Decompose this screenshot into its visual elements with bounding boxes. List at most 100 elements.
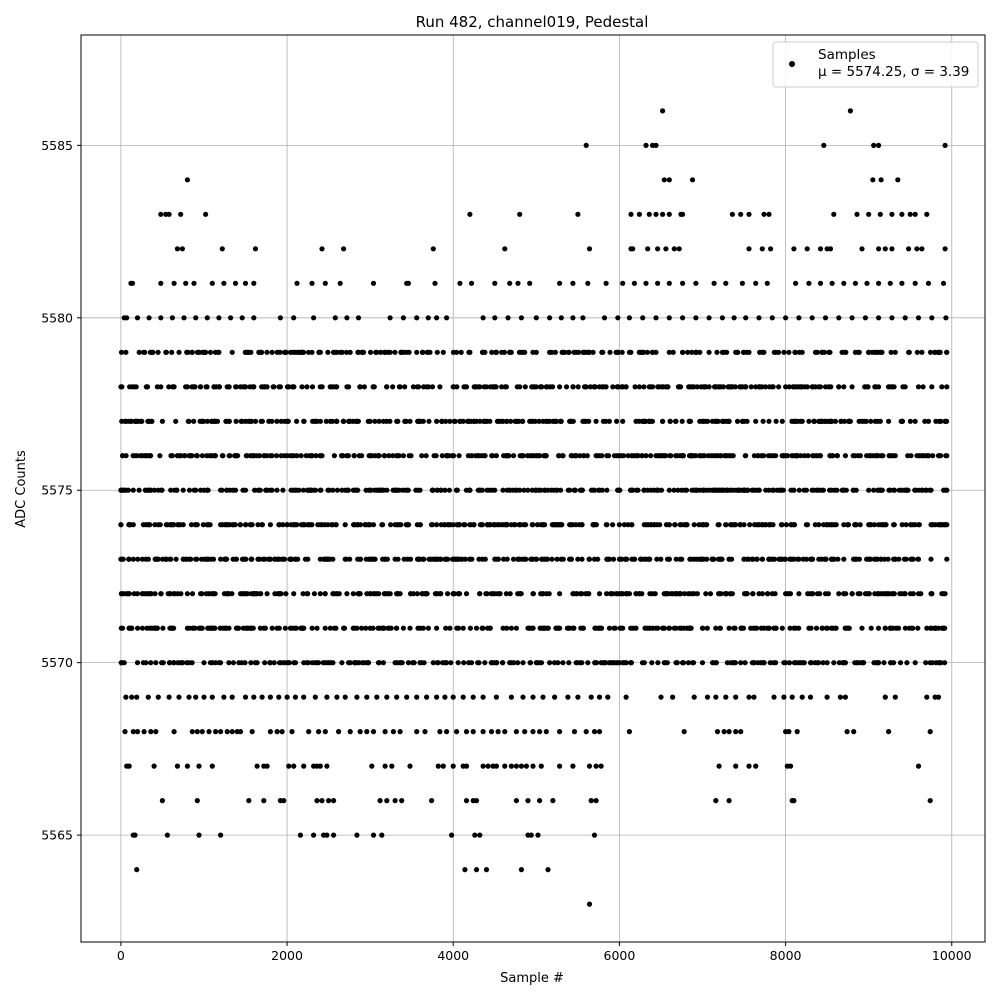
data-point (500, 487, 506, 493)
data-point (447, 625, 453, 631)
data-point (364, 591, 370, 597)
data-point (661, 660, 667, 666)
data-point (829, 280, 835, 286)
data-point (267, 522, 273, 528)
data-point (430, 660, 436, 666)
data-point (596, 694, 603, 700)
data-point (124, 315, 130, 321)
data-point (370, 280, 377, 286)
data-point (457, 280, 463, 286)
data-point (705, 453, 711, 459)
data-point (507, 660, 513, 666)
data-point (134, 660, 141, 666)
data-point (729, 556, 735, 562)
data-point (219, 453, 225, 459)
data-point (892, 694, 898, 700)
data-point (239, 418, 245, 424)
data-point (141, 729, 147, 735)
data-point (229, 694, 235, 700)
data-point (796, 591, 802, 597)
data-point (233, 384, 239, 390)
data-point (557, 729, 563, 735)
data-point (404, 522, 411, 528)
data-point (753, 280, 759, 286)
data-point (753, 556, 760, 562)
data-point (854, 211, 860, 217)
data-point (425, 625, 431, 631)
data-point (123, 349, 129, 355)
data-point (400, 315, 406, 321)
data-point (876, 591, 882, 597)
data-point (896, 625, 902, 631)
data-point (713, 660, 719, 666)
data-point (144, 453, 151, 459)
data-point (622, 556, 629, 562)
data-point (316, 660, 322, 666)
data-point (175, 591, 181, 597)
data-point (492, 315, 498, 321)
data-point (229, 591, 235, 597)
data-point (806, 625, 812, 631)
data-point (943, 315, 949, 321)
data-point (500, 418, 506, 424)
data-point (828, 384, 834, 390)
data-point (277, 384, 283, 390)
data-point (230, 522, 236, 528)
data-point (719, 349, 726, 355)
data-point (899, 418, 905, 424)
data-point (666, 315, 672, 321)
data-point (786, 349, 792, 355)
data-point (342, 694, 348, 700)
data-point (732, 660, 739, 666)
data-point (699, 418, 706, 424)
data-point (889, 384, 895, 390)
data-point (242, 694, 249, 700)
data-point (587, 384, 594, 390)
data-point (850, 453, 856, 459)
data-point (793, 280, 799, 286)
data-point (317, 384, 323, 390)
data-point (194, 798, 200, 804)
data-point (876, 384, 882, 390)
data-point (778, 556, 785, 562)
data-point (190, 384, 196, 390)
data-point (390, 453, 396, 459)
data-point (351, 453, 357, 459)
data-point (130, 729, 136, 735)
data-point (653, 211, 659, 217)
data-point (793, 453, 799, 459)
data-point (867, 453, 873, 459)
data-point (720, 418, 726, 424)
data-point (381, 349, 388, 355)
data-point (437, 384, 443, 390)
data-point (773, 418, 779, 424)
data-point (658, 556, 664, 562)
data-point (479, 556, 485, 562)
data-point (827, 246, 834, 252)
data-point (773, 625, 779, 631)
data-point (133, 418, 139, 424)
data-point (643, 280, 649, 286)
data-point (492, 487, 498, 493)
data-point (547, 660, 553, 666)
data-point (287, 625, 293, 631)
data-point (276, 694, 282, 700)
data-point (274, 625, 280, 631)
data-point (256, 349, 262, 355)
data-point (204, 315, 210, 321)
data-point (842, 694, 849, 700)
data-point (334, 418, 340, 424)
data-point (429, 487, 436, 493)
data-point (216, 660, 222, 666)
data-point (287, 556, 293, 562)
data-point (667, 418, 673, 424)
data-point (603, 280, 609, 286)
data-point (269, 453, 275, 459)
data-point (910, 522, 916, 528)
data-point (160, 556, 166, 562)
data-point (831, 660, 837, 666)
data-point (919, 349, 925, 355)
data-point (336, 729, 342, 735)
data-point (467, 625, 473, 631)
data-point (884, 591, 891, 597)
